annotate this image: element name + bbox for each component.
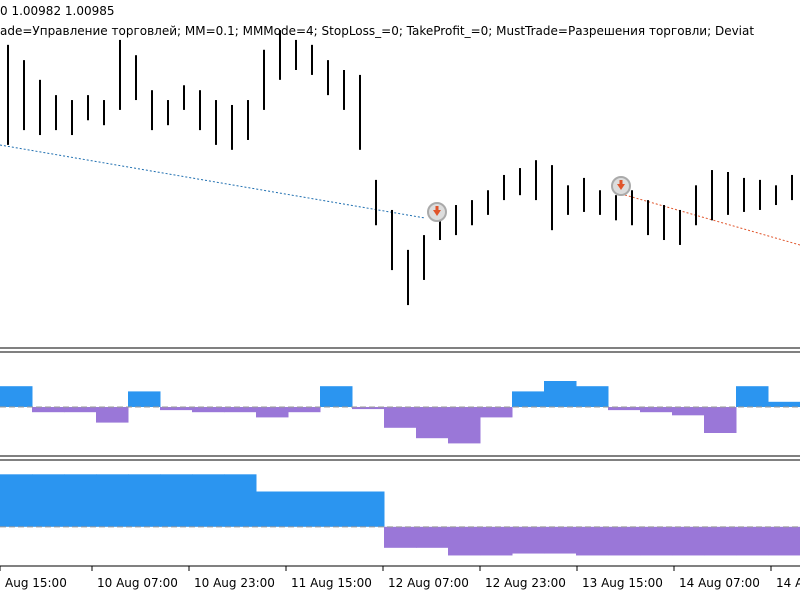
indicator-bar <box>320 491 353 527</box>
indicator-bar <box>544 526 577 554</box>
indicator-bar <box>512 526 545 554</box>
indicator-bar <box>192 474 225 527</box>
indicator-bar <box>224 407 257 413</box>
indicator-bar <box>256 491 289 527</box>
indicator-bar <box>160 407 193 411</box>
indicator-bar <box>672 407 705 416</box>
indicator-bar <box>0 386 33 407</box>
indicator-bar <box>640 407 673 413</box>
indicator-bar <box>64 474 97 527</box>
indicator-bar <box>288 407 321 413</box>
time-label: 12 Aug 23:00 <box>485 576 566 590</box>
indicator-bar <box>480 407 513 418</box>
time-label: 12 Aug 07:00 <box>388 576 469 590</box>
indicator-bar <box>128 474 161 527</box>
indicator-bar <box>352 491 385 527</box>
sell-marker <box>427 202 447 222</box>
time-label: 14 Aug <box>776 576 800 590</box>
indicator-bar <box>672 526 705 556</box>
indicator-bar <box>544 381 577 407</box>
header-prices: 0 1.00982 1.00985 <box>0 4 115 18</box>
indicator-bar <box>96 407 129 423</box>
indicator-bar <box>768 526 800 556</box>
time-label: Aug 15:00 <box>5 576 67 590</box>
indicator-bar <box>224 474 257 527</box>
indicator-bar <box>480 526 513 556</box>
time-label: 10 Aug 23:00 <box>194 576 275 590</box>
indicator-bar <box>160 474 193 527</box>
indicator-bar <box>576 526 609 556</box>
indicator-bar <box>384 526 417 548</box>
time-label: 10 Aug 07:00 <box>97 576 178 590</box>
indicator-bar <box>640 526 673 556</box>
indicator-bar <box>416 526 449 548</box>
indicator-bar <box>128 391 161 407</box>
indicator-bar <box>32 474 65 527</box>
indicator-bar <box>704 526 737 556</box>
time-label: 11 Aug 15:00 <box>291 576 372 590</box>
indicator-bar <box>736 386 769 407</box>
sell-marker <box>611 176 631 196</box>
indicator-bar <box>608 407 641 411</box>
indicator-bar <box>448 526 481 556</box>
indicator-bar <box>0 474 33 527</box>
indicator-bar <box>448 407 481 444</box>
indicator-bar <box>288 491 321 527</box>
indicator-bar <box>32 407 65 413</box>
indicator-bar <box>320 386 353 407</box>
time-label: 13 Aug 15:00 <box>582 576 663 590</box>
indicator-bar <box>576 386 609 407</box>
indicator-bar <box>192 407 225 413</box>
indicator-bar <box>608 526 641 556</box>
indicator-bar <box>768 401 800 407</box>
time-label: 14 Aug 07:00 <box>679 576 760 590</box>
indicator-bar <box>64 407 97 413</box>
indicator-bar <box>352 407 385 410</box>
indicator-bar <box>416 407 449 439</box>
header-params: ade=Управление торговлей; MM=0.1; MMMode… <box>0 24 754 38</box>
indicator-bar <box>736 526 769 556</box>
indicator-bar <box>384 407 417 428</box>
indicator-bar <box>96 474 129 527</box>
indicator-bar <box>256 407 289 418</box>
indicator-bar <box>704 407 737 433</box>
indicator-bar <box>512 391 545 407</box>
